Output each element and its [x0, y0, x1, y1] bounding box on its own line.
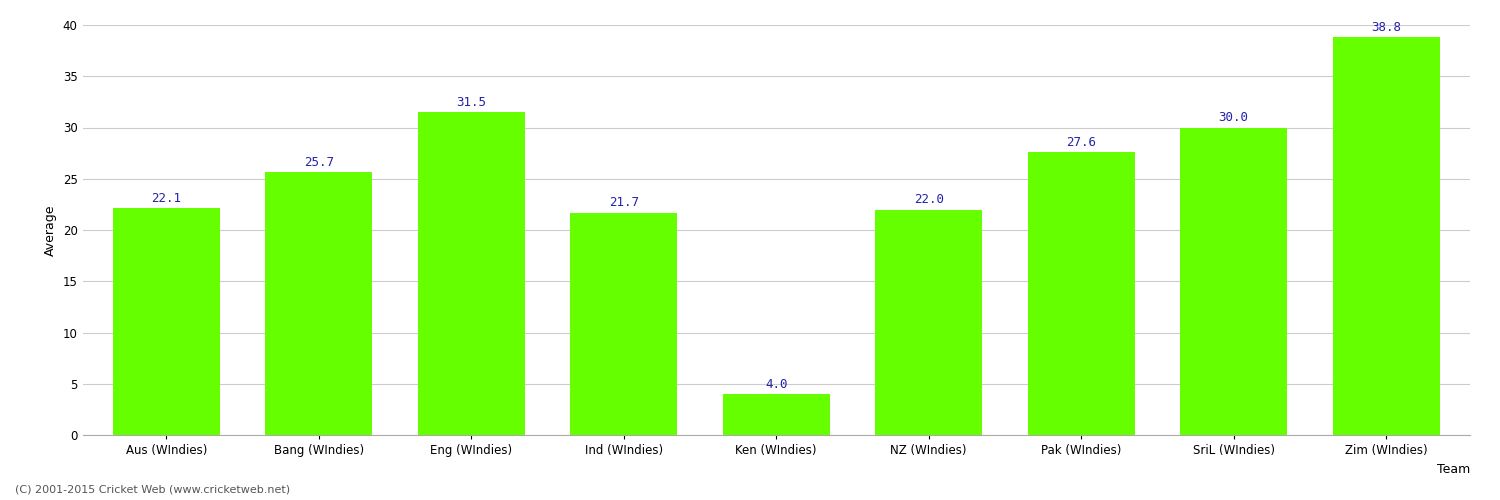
Bar [1334, 38, 1440, 435]
Text: 25.7: 25.7 [304, 156, 334, 168]
Bar [1180, 128, 1287, 435]
Text: (C) 2001-2015 Cricket Web (www.cricketweb.net): (C) 2001-2015 Cricket Web (www.cricketwe… [15, 485, 290, 495]
Text: 4.0: 4.0 [765, 378, 788, 391]
Bar [419, 112, 525, 435]
Y-axis label: Average: Average [44, 204, 57, 256]
Text: 21.7: 21.7 [609, 196, 639, 209]
Text: 22.0: 22.0 [914, 194, 944, 206]
Text: 30.0: 30.0 [1218, 112, 1248, 124]
Bar [723, 394, 830, 435]
Bar [876, 210, 983, 435]
Text: 22.1: 22.1 [152, 192, 182, 205]
Text: 31.5: 31.5 [456, 96, 486, 109]
X-axis label: Team: Team [1437, 462, 1470, 475]
Bar [570, 212, 676, 435]
Text: 38.8: 38.8 [1371, 21, 1401, 34]
Bar [112, 208, 219, 435]
Bar [266, 172, 372, 435]
Bar [1028, 152, 1134, 435]
Text: 27.6: 27.6 [1066, 136, 1096, 149]
